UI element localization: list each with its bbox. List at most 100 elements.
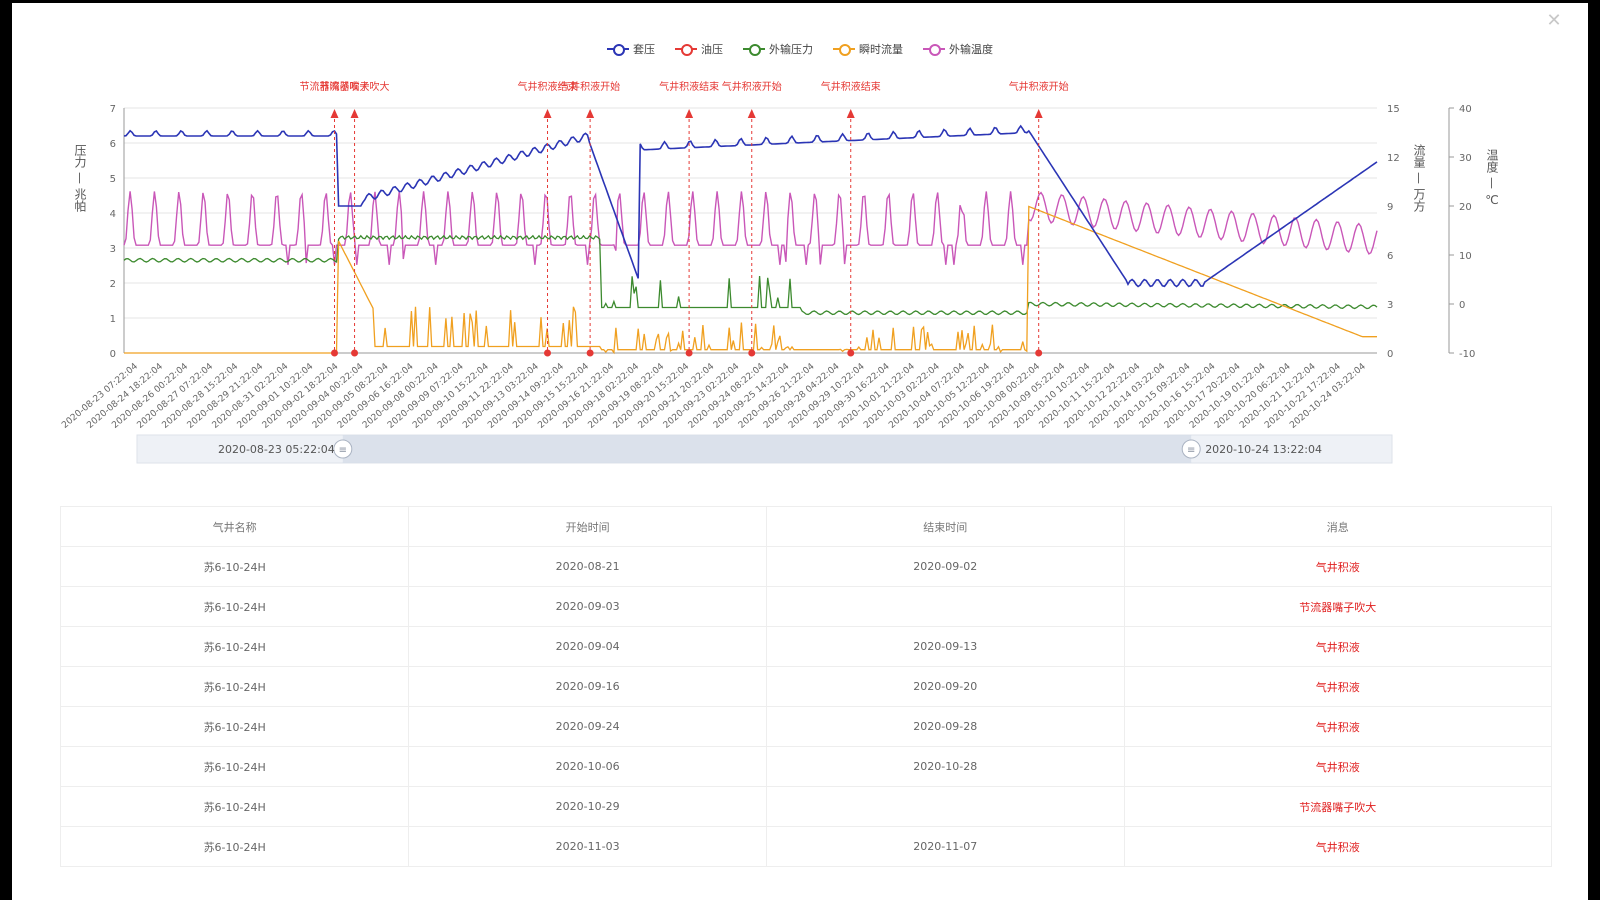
series-line-outlet-pressure <box>123 234 1378 316</box>
y-left-tick-label: 5 <box>110 174 116 185</box>
event-table-wrapper: 气井名称 开始时间 结束时间 消息 苏6-10-24H 2020-08-21 202… <box>59 506 1553 867</box>
cell-end-time <box>765 786 1125 827</box>
event-marker-label: 气井积液开始 <box>560 80 620 93</box>
cell-end-time: 2020-09-28 <box>765 706 1125 747</box>
col-header-end-time: 结束时间 <box>765 506 1125 547</box>
y-left-tick-label: 3 <box>110 244 116 255</box>
table-row[interactable]: 苏6-10-24H 2020-10-29 节流器嘴子吹大 <box>59 786 1553 827</box>
event-marker-arrow <box>846 109 855 118</box>
event-marker-dot <box>351 349 359 357</box>
legend-label: 外输温度 <box>949 43 993 56</box>
y-right2-tick-label: 0 <box>1459 300 1465 311</box>
event-marker-dot <box>1035 349 1043 357</box>
legend-label: 套压 <box>633 43 655 56</box>
legend-item[interactable]: 套压 <box>607 41 655 57</box>
legend-circle-icon <box>675 43 697 56</box>
event-marker-arrow <box>1034 109 1043 118</box>
cell-end-time: 2020-10-28 <box>765 746 1125 787</box>
cell-well-name: 苏6-10-24H <box>59 626 410 667</box>
cell-start-time: 2020-11-03 <box>408 826 767 867</box>
event-marker-arrow <box>350 109 359 118</box>
event-table: 气井名称 开始时间 结束时间 消息 苏6-10-24H 2020-08-21 202… <box>59 506 1553 867</box>
event-marker-arrow <box>543 109 552 118</box>
table-row[interactable]: 苏6-10-24H 2020-09-03 节流器嘴子吹大 <box>59 586 1553 627</box>
table-row[interactable]: 苏6-10-24H 2020-09-04 2020-09-13 气井积液 <box>59 626 1553 667</box>
table-row[interactable]: 苏6-10-24H 2020-09-16 2020-09-20 气井积液 <box>59 666 1553 707</box>
chart-dialog: ✕ 套压 油压 外输压力 瞬时流量 外输温度 0 1 2 3 4 5 6 7 0 3 6 9 12 15 -10 0 1… <box>12 3 1588 900</box>
zoom-end-label: 2020-10-24 13:22:04 <box>1205 443 1322 456</box>
cell-end-time <box>765 586 1125 627</box>
cell-message: 气井积液 <box>1123 626 1553 667</box>
zoom-handle-right-grip-icon: ≡ <box>1187 445 1195 456</box>
zoom-handle-right[interactable] <box>1181 439 1201 459</box>
event-marker-dot <box>685 349 693 357</box>
event-marker-label: 气井积液结束 <box>659 80 719 93</box>
cell-start-time: 2020-09-03 <box>408 586 767 627</box>
cell-end-time: 2020-09-13 <box>765 626 1125 667</box>
legend-circle-icon <box>923 43 945 56</box>
cell-well-name: 苏6-10-24H <box>59 586 410 627</box>
event-marker-label: 气井积液开始 <box>1009 80 1069 93</box>
y-right2-tick-label: -10 <box>1459 349 1475 360</box>
event-marker-dot <box>544 349 552 357</box>
event-marker-label: 节流器嘴子吹大 <box>300 80 370 93</box>
col-header-start-time: 开始时间 <box>408 506 767 547</box>
cell-message: 气井积液 <box>1123 746 1553 787</box>
y-right1-tick-label: 0 <box>1387 349 1393 360</box>
event-marker-arrow <box>685 109 694 118</box>
y-right1-tick-label: 6 <box>1387 251 1393 262</box>
y-right1-tick-label: 3 <box>1387 300 1393 311</box>
cell-message: 气井积液 <box>1123 826 1553 867</box>
table-row[interactable]: 苏6-10-24H 2020-09-24 2020-09-28 气井积液 <box>59 706 1553 747</box>
legend-circle-icon <box>833 43 855 56</box>
event-marker-label: 气井积液开始 <box>722 80 782 93</box>
series-line-casing-pressure <box>123 124 1378 288</box>
y-right1-tick-label: 15 <box>1387 104 1400 115</box>
series-line-flow <box>124 205 1377 355</box>
legend-item[interactable]: 油压 <box>675 41 723 57</box>
y-right1-tick-label: 9 <box>1387 202 1393 213</box>
event-marker-label: 气井积液结束 <box>821 80 881 93</box>
cell-message: 节流器嘴子吹大 <box>1123 586 1553 627</box>
event-marker-dot <box>847 349 855 357</box>
table-row[interactable]: 苏6-10-24H 2020-10-06 2020-10-28 气井积液 <box>59 746 1553 787</box>
cell-start-time: 2020-10-29 <box>408 786 767 827</box>
cell-well-name: 苏6-10-24H <box>59 786 410 827</box>
y-right2-tick-label: 20 <box>1459 202 1472 213</box>
cell-end-time: 2020-11-07 <box>765 826 1125 867</box>
cell-start-time: 2020-10-06 <box>408 746 767 787</box>
event-marker-arrow <box>747 109 756 118</box>
legend-circle-icon <box>743 43 765 56</box>
y-right1-tick-label: 12 <box>1387 153 1400 164</box>
series-line-temperature <box>123 191 1378 265</box>
cell-well-name: 苏6-10-24H <box>59 746 410 787</box>
y-right2-tick-label: 30 <box>1459 153 1472 164</box>
event-marker-dot <box>586 349 594 357</box>
legend-item[interactable]: 瞬时流量 <box>833 41 903 57</box>
close-icon[interactable]: ✕ <box>1546 10 1562 31</box>
cell-end-time: 2020-09-20 <box>765 666 1125 707</box>
cell-well-name: 苏6-10-24H <box>59 826 410 867</box>
table-row[interactable]: 苏6-10-24H 2020-11-03 2020-11-07 气井积液 <box>59 826 1553 867</box>
table-row[interactable]: 苏6-10-24H 2020-08-21 2020-09-02 气井积液 <box>59 546 1553 587</box>
legend-circle-icon <box>607 43 629 56</box>
legend-label: 油压 <box>701 43 723 56</box>
legend-item[interactable]: 外输压力 <box>743 41 813 57</box>
y-right2-tick-label: 40 <box>1459 104 1472 115</box>
y-left-tick-label: 1 <box>110 314 116 325</box>
event-marker-dot <box>748 349 756 357</box>
col-header-message: 消息 <box>1123 506 1553 547</box>
cell-message: 节流器嘴子吹大 <box>1123 786 1553 827</box>
zoom-handle-left-grip-icon: ≡ <box>339 445 347 456</box>
cell-end-time: 2020-09-02 <box>765 546 1125 587</box>
zoom-slider-selected-range <box>342 435 1192 463</box>
cell-message: 气井积液 <box>1123 706 1553 747</box>
y-left-axis-title: 压力 — 兆帕 <box>73 144 87 212</box>
cell-well-name: 苏6-10-24H <box>59 546 410 587</box>
cell-message: 气井积液 <box>1123 666 1553 707</box>
zoom-handle-left[interactable] <box>333 439 353 459</box>
y-left-tick-label: 0 <box>110 349 116 360</box>
cell-start-time: 2020-09-16 <box>408 666 767 707</box>
cell-well-name: 苏6-10-24H <box>59 706 410 747</box>
legend-item[interactable]: 外输温度 <box>923 41 993 57</box>
